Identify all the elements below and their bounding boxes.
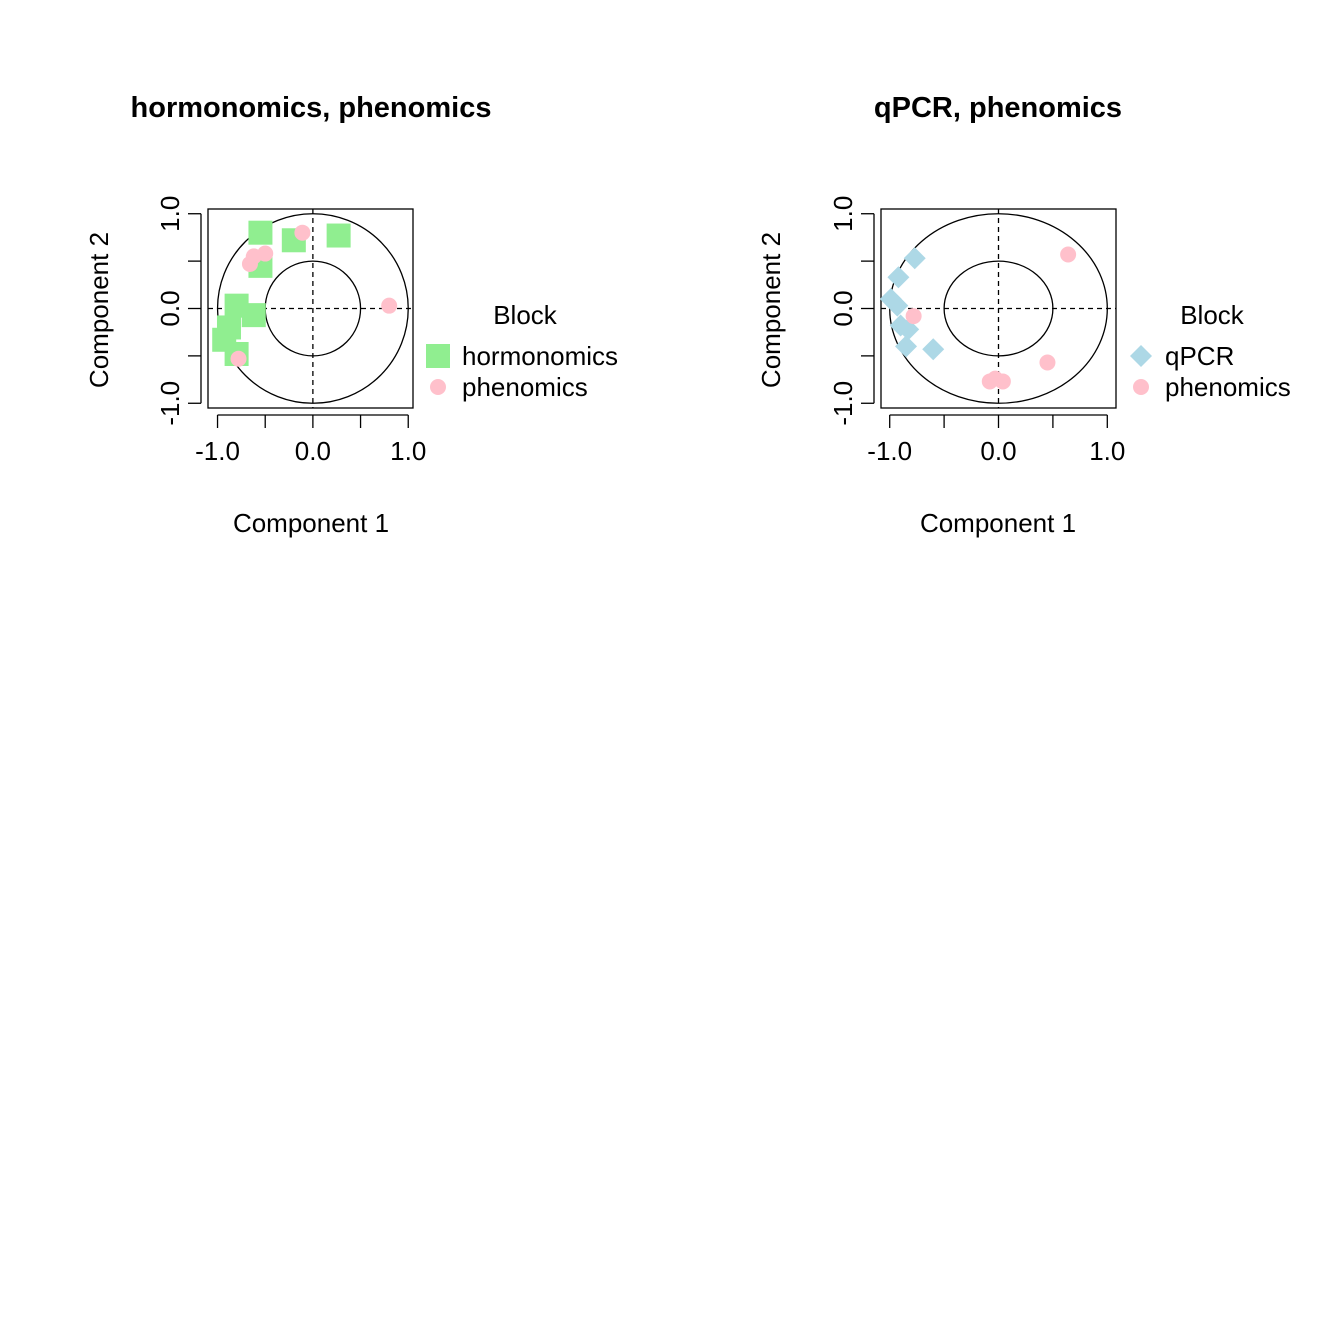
data-point-qpcr (886, 294, 909, 317)
panel-hormonomics-phenomics: hormonomics, phenomics Component 1 Compo… (84, 92, 618, 538)
legend-label: qPCR (1165, 341, 1234, 371)
data-point-phenomics (241, 255, 258, 272)
x-tick-label: -1.0 (867, 436, 912, 466)
y-tick-label: 1.0 (828, 196, 858, 232)
x-axis-label: Component 1 (233, 508, 389, 538)
legend-label: hormonomics (462, 341, 618, 371)
panel-qpcr-phenomics: qPCR, phenomics Component 1 Component 2 … (756, 92, 1291, 538)
data-point-hormonomics (326, 223, 351, 248)
data-point-phenomics (1039, 354, 1056, 371)
x-axis-label: Component 1 (920, 508, 1076, 538)
plot-area: -1.0 0.0 1.0 -1.0 0.0 1.0 (155, 196, 426, 466)
data-point-hormonomics (248, 220, 273, 245)
chart-title: qPCR, phenomics (874, 92, 1122, 124)
data-point-qpcr (903, 247, 926, 270)
x-tick-label: 1.0 (1089, 436, 1125, 466)
y-tick-label: 0.0 (155, 290, 185, 326)
data-point-phenomics (294, 224, 311, 241)
data-point-qpcr (887, 266, 910, 289)
plot-area: -1.0 0.0 1.0 -1.0 0.0 1.0 (828, 196, 1125, 466)
data-point-qpcr (922, 338, 945, 361)
data-point-qpcr (895, 335, 918, 358)
data-point-hormonomics (241, 303, 266, 328)
chart-title: hormonomics, phenomics (131, 92, 492, 124)
data-point-phenomics (994, 373, 1011, 390)
y-axis-label: Component 2 (756, 232, 786, 388)
x-tick-label: 1.0 (390, 436, 426, 466)
x-tick-label: 0.0 (295, 436, 331, 466)
legend-label: phenomics (1165, 372, 1291, 402)
legend-title: Block (1180, 300, 1245, 330)
legend-marker-hormonomics (426, 344, 450, 368)
data-point-phenomics (230, 350, 247, 367)
y-tick-label: -1.0 (155, 381, 185, 426)
y-tick-label: 0.0 (828, 290, 858, 326)
x-tick-label: 0.0 (980, 436, 1016, 466)
x-tick-label: -1.0 (195, 436, 240, 466)
data-point-phenomics (381, 297, 398, 314)
legend-marker-phenomics (1133, 379, 1149, 395)
y-axis-label: Component 2 (84, 232, 114, 388)
legend-label: phenomics (462, 372, 588, 402)
legend-marker-qpcr (1130, 345, 1152, 367)
legend-marker-phenomics (430, 379, 446, 395)
y-tick-label: 1.0 (155, 196, 185, 232)
y-tick-label: -1.0 (828, 381, 858, 426)
legend-title: Block (493, 300, 558, 330)
data-point-phenomics (905, 308, 922, 325)
data-point-phenomics (1060, 246, 1077, 263)
